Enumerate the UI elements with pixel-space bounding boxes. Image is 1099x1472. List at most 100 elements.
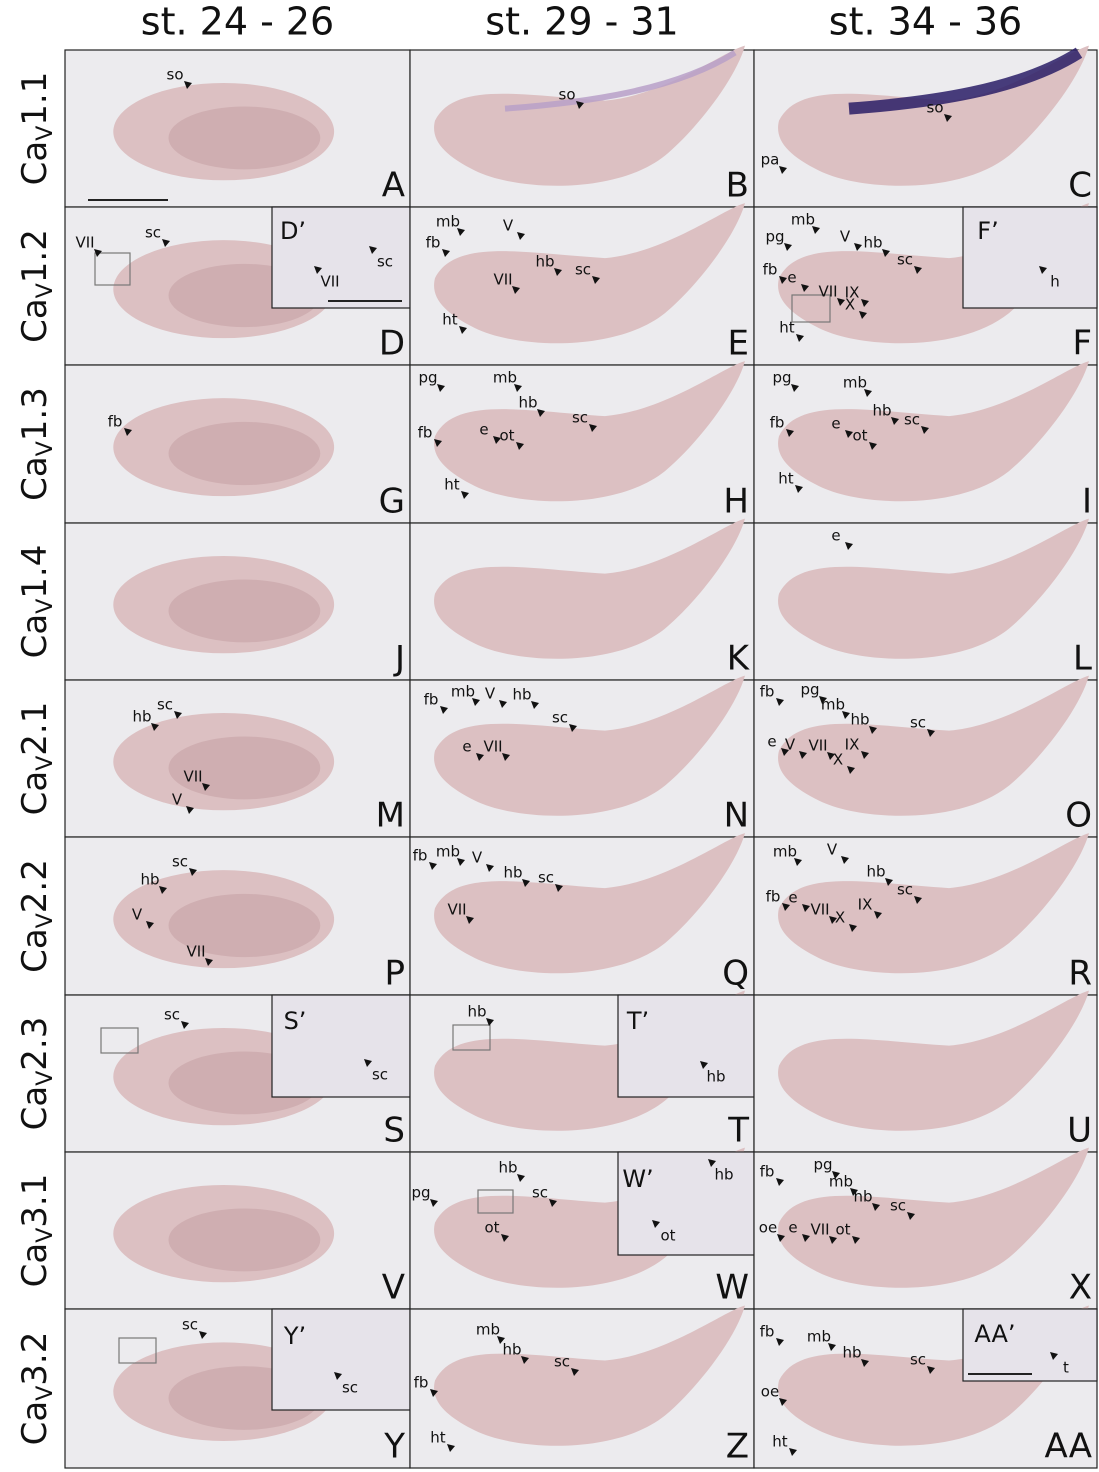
annotation: mb xyxy=(493,369,517,387)
panel-letter: O xyxy=(1065,796,1092,836)
annotation: mb xyxy=(843,374,867,392)
panel-letter: L xyxy=(1073,639,1092,679)
annotation: hb xyxy=(518,394,537,412)
yolk xyxy=(169,580,321,643)
row-label-sub: V xyxy=(33,913,58,928)
annotation: fb xyxy=(413,847,428,865)
panel-letter: M xyxy=(376,796,405,836)
annotation: fb xyxy=(418,424,433,442)
row-label: CaV3.1 xyxy=(15,1174,59,1288)
annotation: V xyxy=(172,791,183,809)
annotation: V xyxy=(485,685,496,703)
annotation: hb xyxy=(842,1344,861,1362)
panel-letter: Z xyxy=(726,1427,749,1467)
annotation: pa xyxy=(761,151,780,169)
panel-letter: N xyxy=(724,796,749,836)
row-label-rest: 1.4 xyxy=(15,545,55,599)
annotation: mb xyxy=(807,1328,831,1346)
inset-annotation: sc xyxy=(372,1066,388,1084)
annotation: fb xyxy=(763,261,778,279)
inset-annotation: hb xyxy=(714,1166,733,1184)
annotation: hb xyxy=(467,1003,486,1021)
inset-annotation: ot xyxy=(660,1227,675,1245)
row-label-rest: 2.3 xyxy=(15,1017,55,1071)
column-header: st. 34 - 36 xyxy=(829,0,1022,44)
panel-letter: E xyxy=(728,324,749,364)
annotation: ht xyxy=(779,319,795,337)
panel-letter: R xyxy=(1068,954,1092,994)
annotation: V xyxy=(840,228,851,246)
annotation: oe xyxy=(761,1383,779,1401)
annotation: IX xyxy=(858,896,873,914)
annotation: ot xyxy=(484,1219,499,1237)
annotation: hb xyxy=(535,253,554,271)
row-label: CaV1.4 xyxy=(15,545,59,659)
annotation: mb xyxy=(476,1321,500,1339)
annotation: X xyxy=(845,296,855,314)
annotation: fb xyxy=(108,413,123,431)
panel-letter: Q xyxy=(722,954,749,994)
row-label: CaV2.1 xyxy=(15,702,59,816)
panel-letter: A xyxy=(382,166,405,206)
panel-letter: T xyxy=(727,1111,749,1151)
annotation: X xyxy=(835,909,845,927)
annotation: fb xyxy=(766,888,781,906)
annotation: ht xyxy=(778,470,794,488)
annotation: sc xyxy=(538,869,554,887)
annotation: pg xyxy=(411,1184,430,1202)
inset-annotation: h xyxy=(1050,273,1060,291)
annotation: VII xyxy=(808,737,827,755)
annotation: hb xyxy=(503,864,522,882)
annotation: hb xyxy=(853,1188,872,1206)
panel-letter: W xyxy=(715,1268,749,1308)
row-label: CaV2.3 xyxy=(15,1017,59,1131)
row-label-sub: V xyxy=(33,283,58,298)
annotation: V xyxy=(785,736,796,754)
panel-letter: H xyxy=(723,482,749,522)
row-label-main: Ca xyxy=(15,456,55,501)
annotation: ht xyxy=(430,1429,446,1447)
annotation: mb xyxy=(773,843,797,861)
annotation: sc xyxy=(145,224,161,242)
annotation: pg xyxy=(772,369,791,387)
annotation: hb xyxy=(872,402,891,420)
row-label-rest: 1.2 xyxy=(15,229,55,283)
annotation: mb xyxy=(791,211,815,229)
inset-annotation: VII xyxy=(320,273,339,291)
panel-letter: I xyxy=(1082,482,1092,522)
annotation: pg xyxy=(765,228,784,246)
annotation: mb xyxy=(829,1173,853,1191)
row-label-main: Ca xyxy=(15,928,55,973)
annotation: sc xyxy=(164,1006,180,1024)
annotation: V xyxy=(132,906,143,924)
annotation: sc xyxy=(572,409,588,427)
annotation: VII xyxy=(810,901,829,919)
yolk xyxy=(169,1209,321,1272)
row-label: CaV2.2 xyxy=(15,859,59,973)
panel-letter: AA xyxy=(1045,1427,1092,1467)
row-label-sub: V xyxy=(33,1386,58,1401)
annotation: fb xyxy=(760,1163,775,1181)
annotation: V xyxy=(827,841,838,859)
annotation: hb xyxy=(866,863,885,881)
annotation: so xyxy=(167,66,184,84)
annotation: e xyxy=(479,421,488,439)
annotation: sc xyxy=(554,1353,570,1371)
panel-letter: G xyxy=(379,482,405,522)
annotation: ht xyxy=(444,476,460,494)
row-label: CaV1.1 xyxy=(15,72,59,186)
annotation: e xyxy=(767,733,776,751)
annotation: e xyxy=(831,527,840,545)
annotation: sc xyxy=(910,1351,926,1369)
panel-letter: V xyxy=(382,1268,405,1308)
annotation: fb xyxy=(770,414,785,432)
row-label: CaV3.2 xyxy=(15,1332,59,1446)
annotation: ot xyxy=(852,427,867,445)
annotation: VII xyxy=(483,738,502,756)
row-label: CaV1.3 xyxy=(15,387,59,501)
inset-annotation: sc xyxy=(377,253,393,271)
panel-letter: P xyxy=(384,954,405,994)
annotation: hb xyxy=(502,1341,521,1359)
annotation: sc xyxy=(552,709,568,727)
annotation: V xyxy=(472,849,483,867)
